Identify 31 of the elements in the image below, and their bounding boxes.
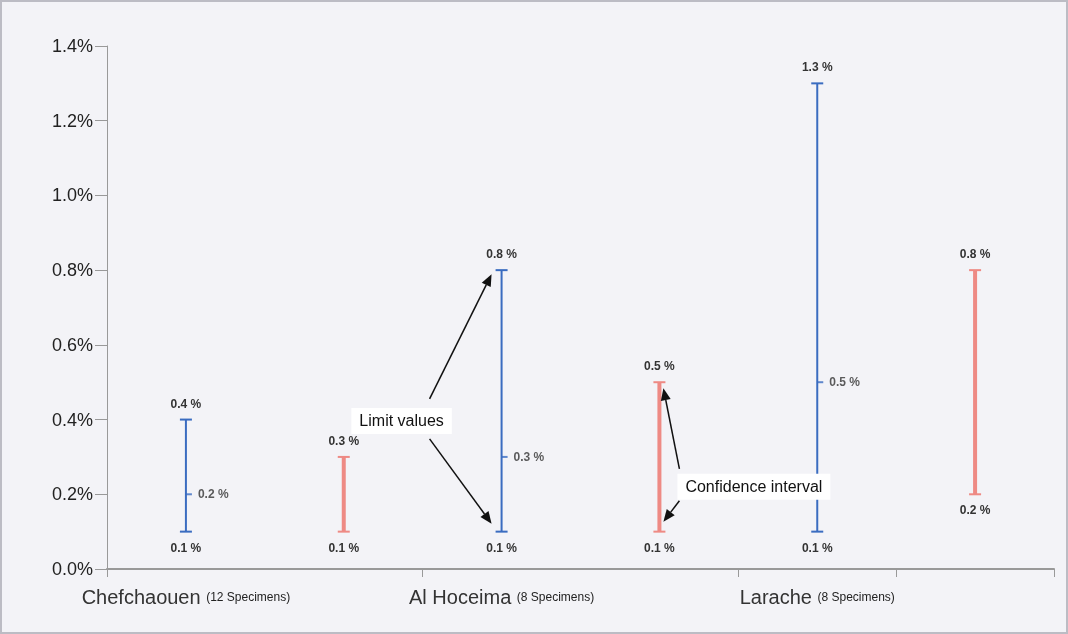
y-tick-label: 1.2% bbox=[51, 110, 93, 131]
x-tick-label: Al Hoceima (8 Specimens) bbox=[409, 586, 595, 608]
annotation: 0.4 % bbox=[170, 396, 202, 411]
bar bbox=[973, 270, 978, 495]
annotation: 0.2 % bbox=[959, 503, 991, 518]
data-label: 0.3 % bbox=[513, 449, 545, 464]
y-tick-label: 0.4% bbox=[51, 409, 93, 430]
annotation: 0.1 % bbox=[801, 540, 833, 555]
bar bbox=[657, 382, 662, 532]
x-tick-label: Larache (8 Specimens) bbox=[739, 586, 895, 608]
annotation: 0.1 % bbox=[170, 540, 202, 555]
annotation: 0.1 % bbox=[486, 540, 518, 555]
annotation: Limit values bbox=[359, 412, 444, 430]
annotation: 0.8 % bbox=[486, 247, 518, 262]
y-tick-label: 0.6% bbox=[51, 334, 93, 355]
annotation: 0.5 % bbox=[644, 359, 676, 374]
y-tick-label: 0.8% bbox=[51, 260, 93, 281]
y-tick-label: 1.4% bbox=[51, 36, 93, 56]
data-label: 0.2 % bbox=[197, 487, 229, 502]
annotation: 0.1 % bbox=[328, 540, 360, 555]
annotation: 0.8 % bbox=[959, 247, 991, 262]
data-label: 0.5 % bbox=[829, 375, 861, 390]
annotation: 0.3 % bbox=[328, 433, 360, 448]
x-tick-label: Chefchaouen (12 Specimens) bbox=[81, 586, 291, 608]
bar bbox=[341, 456, 346, 532]
y-tick-label: 1.0% bbox=[51, 185, 93, 206]
annotation: Confidence interval bbox=[685, 478, 823, 496]
annotation: 0.1 % bbox=[644, 540, 676, 555]
y-tick-label: 0.2% bbox=[51, 484, 93, 505]
y-tick-label: 0.0% bbox=[51, 559, 93, 579]
annotation: 1.3 % bbox=[801, 60, 833, 75]
